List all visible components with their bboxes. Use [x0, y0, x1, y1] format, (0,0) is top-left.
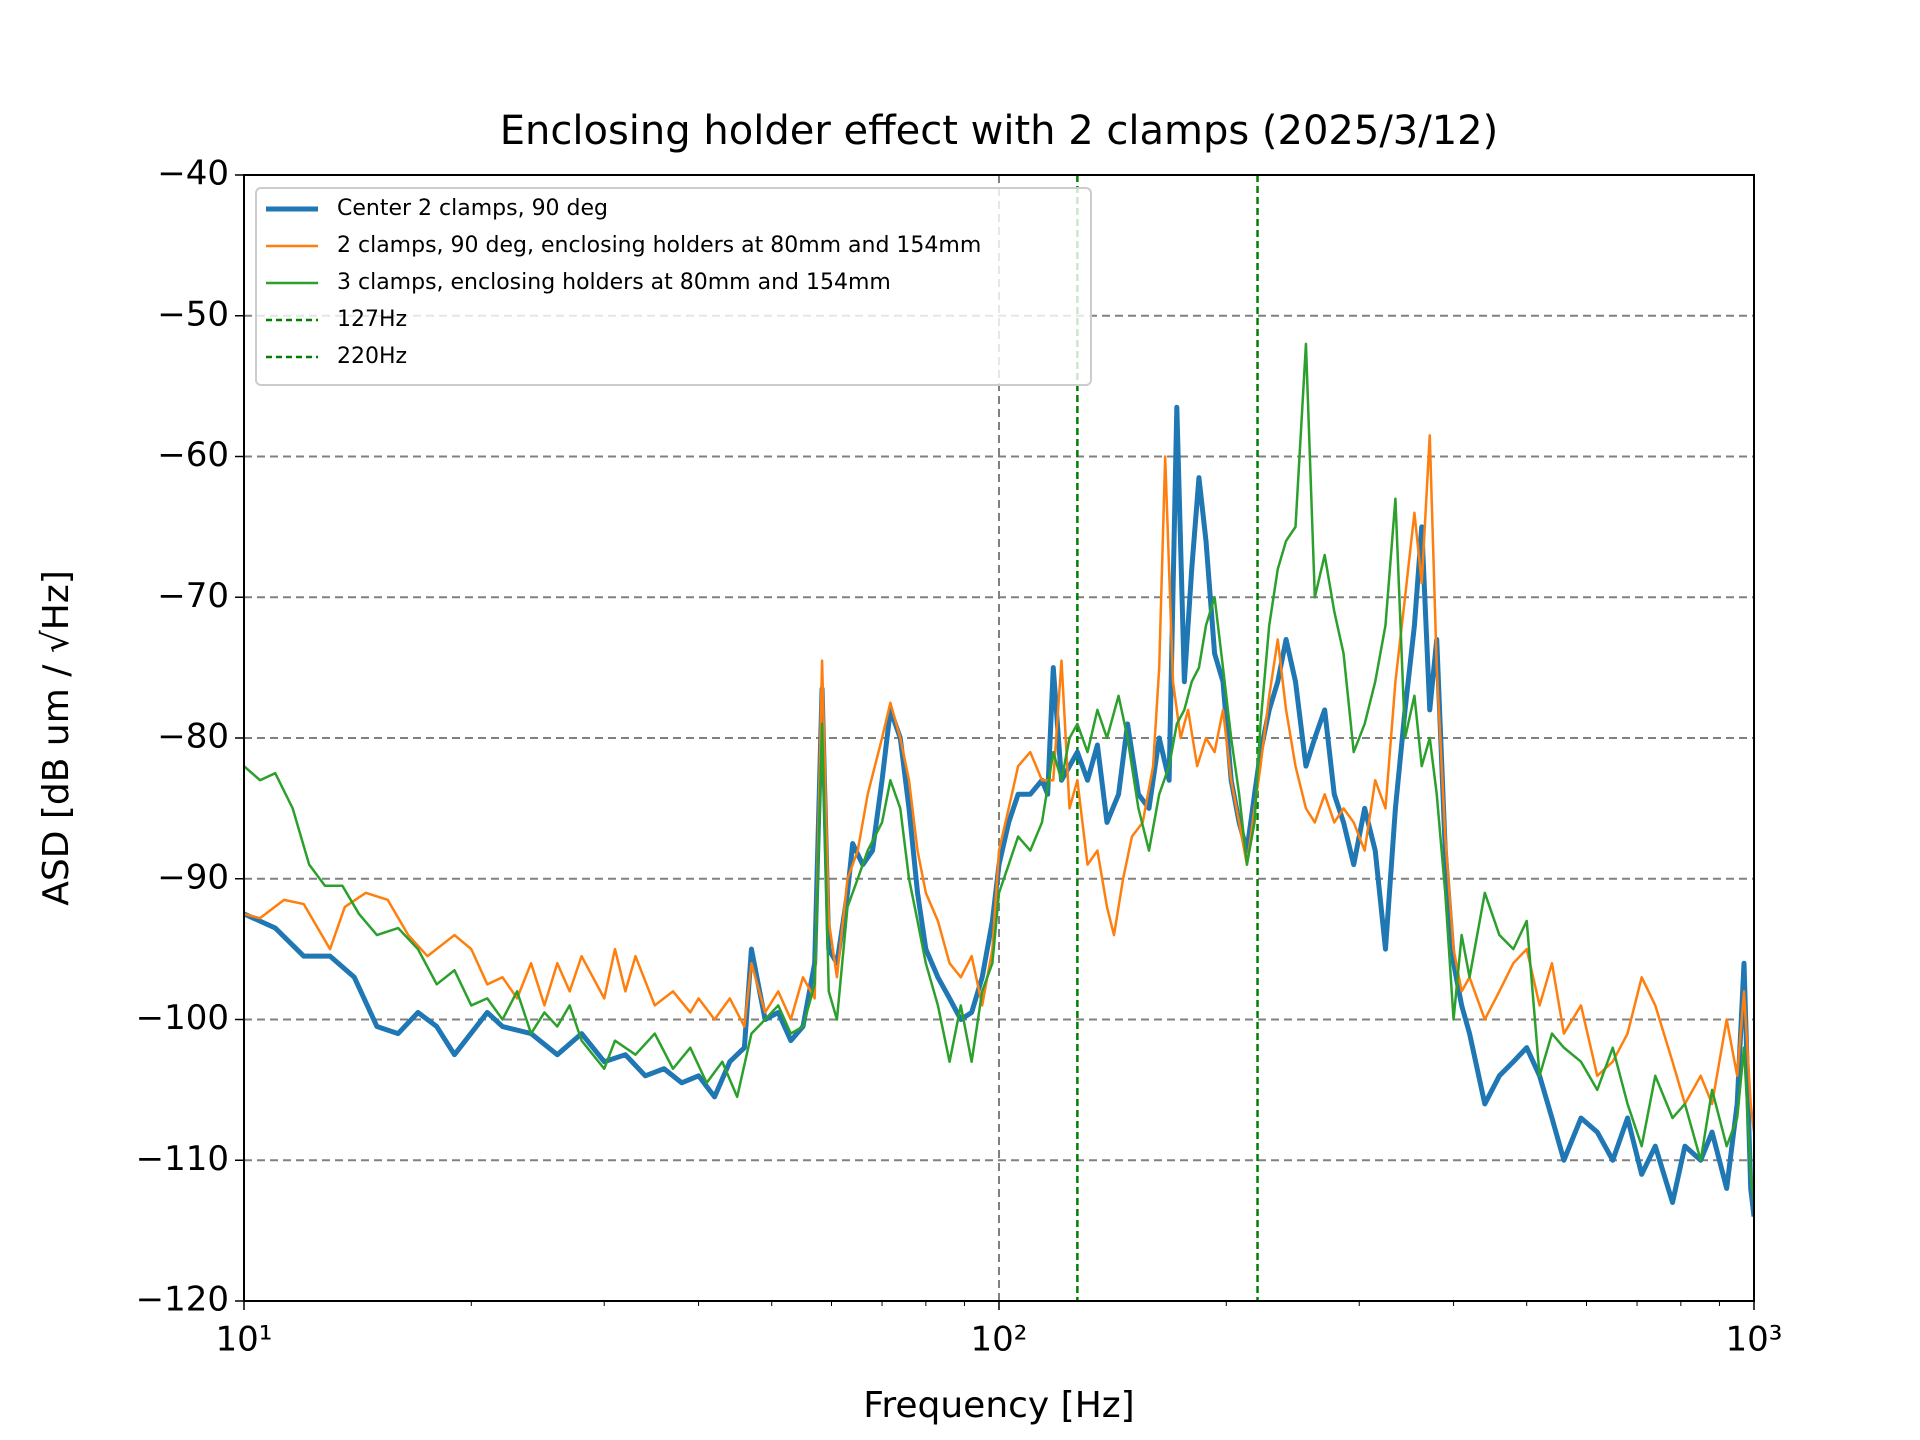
x-tick-label: 10¹ [216, 1320, 273, 1360]
legend-label: 3 clamps, enclosing holders at 80mm and … [337, 270, 891, 295]
y-tick-label: −100 [136, 998, 229, 1038]
y-tick-label: −60 [157, 435, 229, 475]
legend-label: Center 2 clamps, 90 deg [337, 196, 608, 221]
series-line [244, 434, 1754, 1133]
legend-label: 2 clamps, 90 deg, enclosing holders at 8… [337, 233, 981, 258]
y-tick-label: −90 [157, 857, 229, 897]
x-tick-label: 10² [971, 1320, 1028, 1360]
x-axis-label: Frequency [Hz] [863, 1385, 1134, 1426]
legend-label: 220Hz [337, 344, 407, 369]
y-axis-label: ASD [dB um / √Hz] [36, 570, 77, 906]
legend-label: 127Hz [337, 307, 407, 332]
series-line [244, 404, 1754, 1217]
y-tick-label: −50 [157, 294, 229, 334]
legend-box [255, 187, 1092, 386]
y-tick-label: −120 [136, 1280, 229, 1320]
y-tick-label: −80 [157, 717, 229, 757]
chart-title: Enclosing holder effect with 2 clamps (2… [500, 108, 1498, 154]
y-tick-label: −40 [157, 154, 229, 194]
y-tick-label: −70 [157, 576, 229, 616]
y-tick-label: −110 [136, 1139, 229, 1179]
plot-frame [243, 174, 1755, 1302]
series-line [244, 342, 1754, 1203]
x-tick-label: 10³ [1726, 1320, 1783, 1360]
